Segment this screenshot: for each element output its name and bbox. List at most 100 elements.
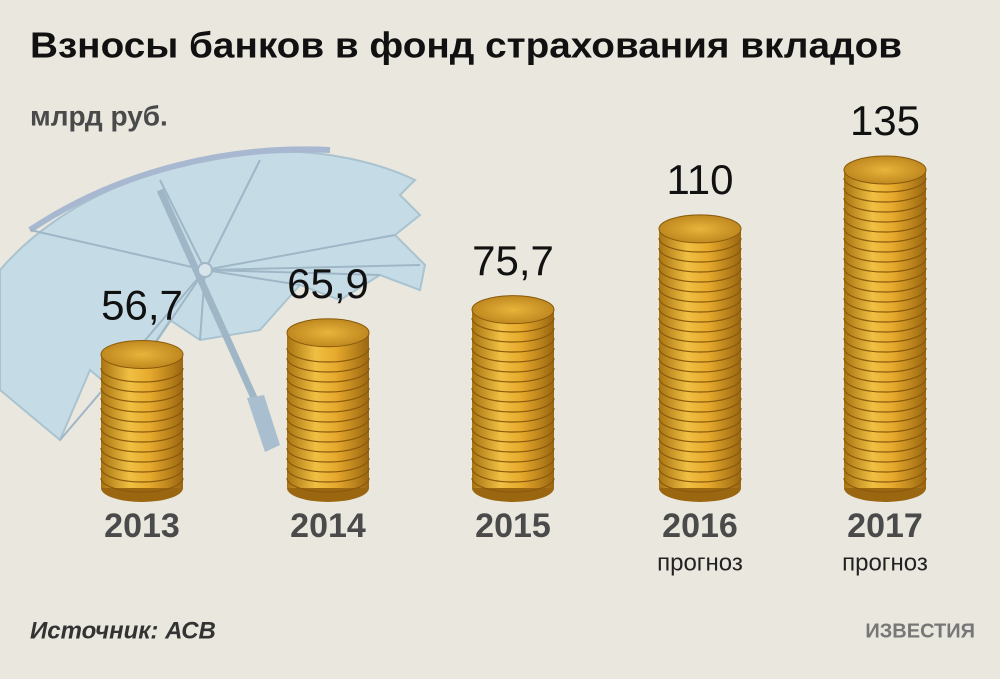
coin-edge [471, 417, 555, 433]
coin-edge [100, 447, 184, 463]
bar [101, 354, 183, 488]
coin-edge [843, 207, 927, 223]
coin-edge [658, 307, 742, 323]
coin-edge [843, 477, 927, 493]
coin-edge [658, 387, 742, 403]
x-tick-label: 2013 [104, 507, 180, 545]
coin-edge [471, 437, 555, 453]
coin-edge [100, 387, 184, 403]
stack-top [471, 295, 555, 325]
coin-edge [843, 197, 927, 213]
coin-edge [286, 397, 370, 413]
coin-edge [843, 437, 927, 453]
coin-stack [100, 339, 184, 502]
unit-label: млрд руб. [30, 100, 168, 131]
coin-stack [471, 295, 555, 502]
coin-edge [286, 457, 370, 473]
value-label: 56,7 [101, 282, 183, 329]
coin-edge [843, 247, 927, 263]
coin-edge [471, 347, 555, 363]
coin-edge [843, 347, 927, 363]
coin-edge [286, 407, 370, 423]
coin-edge [658, 477, 742, 493]
value-label: 75,7 [472, 237, 554, 284]
coin-edge [286, 437, 370, 453]
coin-edge [100, 477, 184, 493]
coin-edge [843, 427, 927, 443]
stack-top [843, 155, 927, 185]
coin-edge [658, 327, 742, 343]
coin-edge [843, 287, 927, 303]
coin-edge [471, 407, 555, 423]
stack-top [286, 318, 370, 348]
value-label: 135 [850, 97, 920, 144]
coin-edge [658, 407, 742, 423]
x-tick-label: 2017 [847, 507, 923, 545]
coin-edge [286, 467, 370, 483]
coin-edge [843, 237, 927, 253]
coin-edge [843, 367, 927, 383]
coin-edge [658, 347, 742, 363]
logo: ИЗВЕСТИЯ [865, 620, 975, 642]
coin-edge [843, 417, 927, 433]
coin-edge [843, 277, 927, 293]
coin-edge [286, 477, 370, 493]
coin-edge [100, 417, 184, 433]
coin-edge [658, 247, 742, 263]
coin-edge [843, 267, 927, 283]
coin-edge [286, 377, 370, 393]
coin-edge [471, 427, 555, 443]
coin-edge [471, 367, 555, 383]
coin-edge [286, 347, 370, 363]
coin-edge [658, 297, 742, 313]
coin-edge [658, 447, 742, 463]
bar [287, 332, 369, 488]
coin-stack [658, 214, 742, 502]
coin-edge [658, 287, 742, 303]
coin-edge [843, 357, 927, 373]
coin-edge [658, 237, 742, 253]
coin-edge [658, 367, 742, 383]
coin-edge [658, 337, 742, 353]
coin-edge [100, 427, 184, 443]
stack-top [100, 339, 184, 369]
coin-edge [286, 427, 370, 443]
bar [472, 309, 554, 488]
coin-edge [843, 257, 927, 273]
coin-edge [286, 357, 370, 373]
coin-edge [843, 467, 927, 483]
coin-edge [471, 317, 555, 333]
coin-edge [843, 227, 927, 243]
coin-edge [658, 417, 742, 433]
coin-edge [471, 337, 555, 353]
coin-edge [100, 397, 184, 413]
coin-edge [658, 457, 742, 473]
coin-edge [471, 327, 555, 343]
coin-edge [100, 437, 184, 453]
coin-edge [843, 447, 927, 463]
coin-edge [843, 307, 927, 323]
coin-edge [843, 317, 927, 333]
x-tick-label: 2015 [475, 507, 551, 545]
coin-edge [471, 387, 555, 403]
coin-edge [658, 257, 742, 273]
coin-edge [658, 357, 742, 373]
coin-edge [658, 377, 742, 393]
coin-edge [658, 317, 742, 333]
category-note: прогноз [657, 549, 743, 576]
coin-edge [658, 397, 742, 413]
coin-edge [100, 467, 184, 483]
coin-edge [471, 397, 555, 413]
coin-stack [286, 318, 370, 502]
coin-edge [658, 277, 742, 293]
coin-edge [471, 357, 555, 373]
coin-stack [843, 155, 927, 502]
coin-edge [471, 457, 555, 473]
coin-edge [843, 457, 927, 473]
coin-edge [843, 407, 927, 423]
coin-edge [471, 377, 555, 393]
coin-edge [843, 217, 927, 233]
coin-edge [658, 427, 742, 443]
coin-edge [286, 417, 370, 433]
